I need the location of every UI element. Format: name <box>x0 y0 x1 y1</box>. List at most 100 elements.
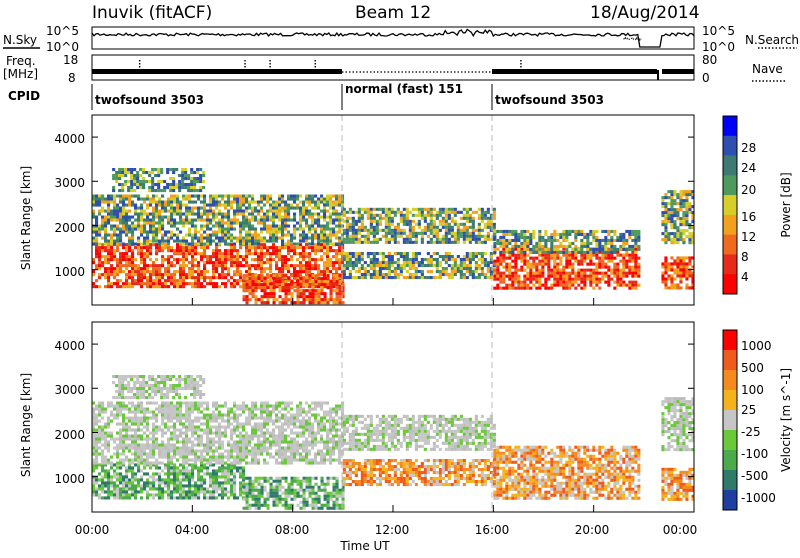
power-echo-cell <box>134 225 137 228</box>
velocity-echo-cell <box>107 493 110 496</box>
power-echo-cell <box>508 275 511 278</box>
power-echo-cell <box>397 226 400 229</box>
power-echo-cell <box>194 276 197 279</box>
power-echo-cell <box>255 298 258 301</box>
power-echo-cell <box>433 223 436 226</box>
power-echo-cell <box>194 195 197 198</box>
power-echo-cell <box>562 269 565 272</box>
velocity-echo-cell <box>140 484 143 487</box>
power-echo-cell <box>523 245 526 248</box>
power-echo-cell <box>481 273 484 276</box>
power-echo-cell <box>320 249 323 252</box>
power-echo-cell <box>352 229 355 232</box>
power-echo-cell <box>400 217 403 220</box>
power-echo-cell <box>400 255 403 258</box>
power-echo-cell <box>367 232 370 235</box>
power-echo-cell <box>415 276 418 279</box>
power-echo-cell <box>276 283 279 286</box>
power-echo-cell <box>589 272 592 275</box>
velocity-echo-cell <box>227 463 230 466</box>
power-echo-cell <box>604 236 607 239</box>
power-echo-cell <box>637 269 640 272</box>
power-echo-cell <box>184 174 187 177</box>
power-echo-cell <box>339 286 342 289</box>
power-echo-cell <box>336 289 339 292</box>
power-echo-cell <box>505 275 508 278</box>
power-echo-cell <box>212 285 215 288</box>
velocity-echo-cell <box>140 490 143 493</box>
power-echo-cell <box>457 223 460 226</box>
power-echo-cell <box>532 257 535 260</box>
power-echo-cell <box>688 238 691 241</box>
power-echo-cell <box>167 273 170 276</box>
power-echo-cell <box>239 240 242 243</box>
power-echo-cell <box>317 264 320 267</box>
power-echo-cell <box>397 211 400 214</box>
power-echo-cell <box>209 237 212 240</box>
power-echo-cell <box>167 264 170 267</box>
power-echo-cell <box>550 272 553 275</box>
velocity-echo-cell <box>182 484 185 487</box>
power-echo-cell <box>263 228 266 231</box>
power-echo-cell <box>164 201 167 204</box>
power-echo-cell <box>493 233 496 236</box>
power-echo-cell <box>349 217 352 220</box>
power-echo-cell <box>412 220 415 223</box>
velocity-echo-cell <box>98 441 101 444</box>
power-echo-cell <box>315 298 318 301</box>
power-echo-cell <box>110 282 113 285</box>
power-echo-cell <box>613 263 616 266</box>
power-echo-cell <box>296 207 299 210</box>
power-echo-cell <box>333 289 336 292</box>
power-echo-cell <box>341 249 344 252</box>
velocity-echo-cell <box>221 496 224 499</box>
power-echo-cell <box>400 267 403 270</box>
power-echo-cell <box>116 273 119 276</box>
power-echo-cell <box>200 201 203 204</box>
power-echo-cell <box>427 264 430 267</box>
power-echo-cell <box>341 201 344 204</box>
power-echo-cell <box>376 208 379 211</box>
power-echo-cell <box>308 195 311 198</box>
power-echo-cell <box>302 237 305 240</box>
power-echo-cell <box>664 214 667 217</box>
velocity-echo-cell <box>116 475 119 478</box>
power-echo-cell <box>400 214 403 217</box>
power-echo-cell <box>553 239 556 242</box>
power-echo-cell <box>514 257 517 260</box>
power-echo-cell <box>520 281 523 284</box>
power-echo-cell <box>673 283 676 286</box>
power-echo-cell <box>309 295 312 298</box>
velocity-echo-cell <box>104 447 107 450</box>
power-echo-cell <box>379 267 382 270</box>
power-echo-cell <box>221 267 224 270</box>
power-echo-cell <box>583 275 586 278</box>
power-echo-cell <box>95 285 98 288</box>
power-echo-cell <box>251 246 254 249</box>
power-echo-cell <box>281 228 284 231</box>
power-echo-cell <box>146 219 149 222</box>
velocity-echo-cell <box>116 466 119 469</box>
power-echo-cell <box>131 201 134 204</box>
power-echo-cell <box>556 239 559 242</box>
power-echo-cell <box>254 267 257 270</box>
power-echo-cell <box>321 292 324 295</box>
power-echo-cell <box>312 283 315 286</box>
power-colorbar-swatch <box>723 274 737 294</box>
power-echo-cell <box>373 270 376 273</box>
power-echo-cell <box>242 195 245 198</box>
power-echo-cell <box>122 207 125 210</box>
power-echo-cell <box>367 241 370 244</box>
power-echo-cell <box>275 201 278 204</box>
power-echo-cell <box>245 216 248 219</box>
velocity-echo-cell <box>224 472 227 475</box>
velocity-echo-cell <box>116 478 119 481</box>
power-echo-cell <box>254 228 257 231</box>
power-echo-cell <box>209 258 212 261</box>
power-echo-cell <box>352 211 355 214</box>
freq-tick-bottom: 8 <box>68 71 76 85</box>
power-echo-cell <box>233 258 236 261</box>
velocity-echo-cell <box>122 426 125 429</box>
power-echo-cell <box>514 233 517 236</box>
power-echo-cell <box>179 249 182 252</box>
